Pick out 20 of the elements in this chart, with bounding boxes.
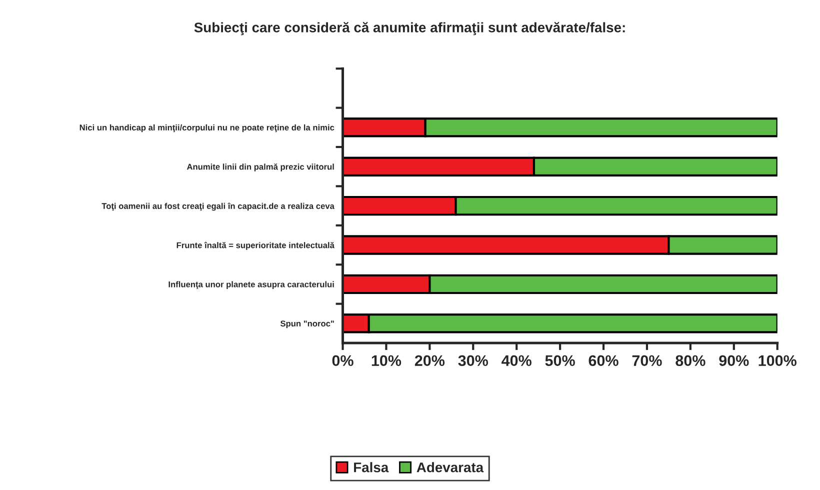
x-tick-label: 30% xyxy=(458,355,488,366)
x-tick-label: 80% xyxy=(676,355,706,366)
legend-label: Adevarata xyxy=(416,462,484,472)
x-tick-label: 10% xyxy=(372,355,402,366)
legend-label: Falsa xyxy=(354,462,389,472)
x-tick-label: 90% xyxy=(719,355,749,366)
y-tick-label: Spun "noroc" xyxy=(280,320,334,328)
x-tick-label: 60% xyxy=(588,355,618,366)
x-tick-label: 70% xyxy=(632,355,662,366)
x-tick-label: 0% xyxy=(332,355,354,366)
x-tick-label: 100% xyxy=(758,355,796,366)
y-tick-label: Influenţa unor planete asupra caracterului xyxy=(168,281,334,289)
y-tick-label: Nici un handicap al minţii/corpului nu ne poate reţine de la nimic xyxy=(80,124,334,132)
y-tick-label: Toţi oamenii au fost creaţi egali în capacit.de a realiza ceva xyxy=(102,202,334,211)
y-tick-label: Frunte înaltă = superioritate intelectuală xyxy=(176,242,334,250)
x-tick-label: 20% xyxy=(414,355,445,366)
chart-title: Subiecţi care consideră că anumite afirmaţii sunt adevărate/false: xyxy=(194,22,625,36)
y-tick-label: Anumite linii din palmă prezic viitorul xyxy=(186,164,334,172)
x-tick-label: 50% xyxy=(545,355,575,366)
x-tick-label: 40% xyxy=(502,355,532,366)
